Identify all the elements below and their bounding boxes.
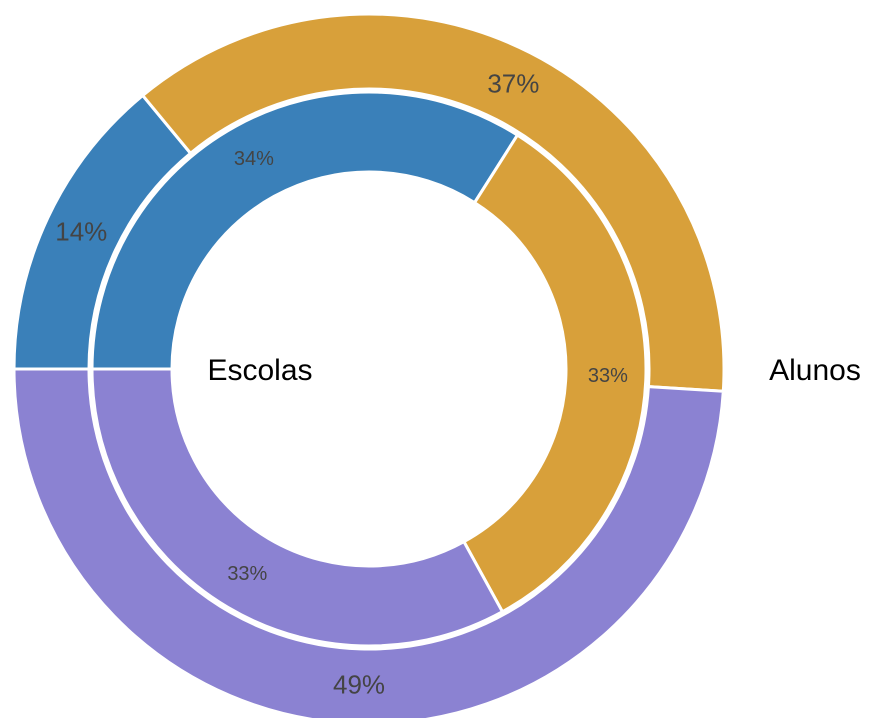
inner-ring-name: Escolas [207,354,312,387]
donut-slice [140,12,726,393]
donut-slice [461,133,648,614]
slice-label: 33% [227,563,267,585]
slice-label: 37% [487,69,539,99]
slice-label: 33% [588,365,628,387]
slice-label: 14% [55,216,107,246]
slice-label: 49% [333,670,385,700]
outer-ring-name: Alunos [769,354,861,387]
donut-slice [90,90,520,371]
donut-slice [90,367,505,648]
slice-label: 34% [234,148,274,170]
donut-slice [12,367,725,718]
